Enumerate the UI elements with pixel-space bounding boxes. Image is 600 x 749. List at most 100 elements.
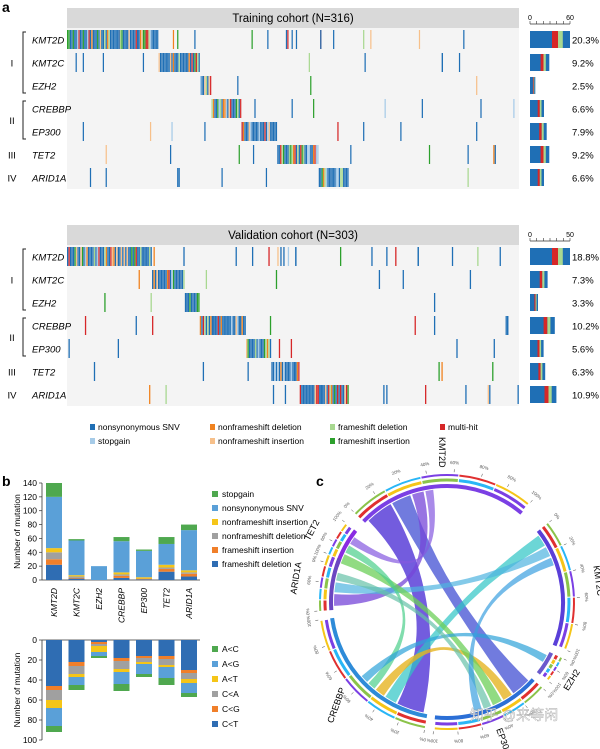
- count-bar-segment: [543, 54, 546, 71]
- ring-tick-label: 0%: [553, 512, 561, 520]
- y-tick-label: 20: [28, 561, 38, 571]
- bar-segment: [68, 540, 85, 576]
- legend-label: frameshift deletion: [222, 559, 292, 569]
- mutation-cell: [275, 122, 278, 141]
- ring-segment: [336, 531, 342, 540]
- mutation-cell: [291, 145, 293, 164]
- mutation-cell: [84, 247, 87, 266]
- mutation-cell: [284, 145, 286, 164]
- count-bar: [530, 340, 544, 357]
- mutation-cell: [162, 53, 165, 72]
- ring-tick-label: 100%: [531, 490, 543, 501]
- ring-segment: [560, 545, 571, 571]
- mutation-cell: [313, 145, 315, 164]
- mutation-cell: [155, 270, 157, 289]
- mutation-cell: [89, 247, 91, 266]
- mutation-cell: [251, 122, 253, 141]
- mutation-cell: [480, 99, 482, 118]
- mutation-cell: [287, 30, 289, 49]
- bar-segment: [136, 658, 152, 662]
- count-bar-segment: [539, 169, 542, 186]
- mutation-cell: [433, 293, 436, 312]
- mutation-cell: [287, 145, 289, 164]
- mutation-cell: [287, 247, 290, 266]
- mutation-cell: [438, 362, 440, 381]
- mutation-cell: [104, 30, 106, 49]
- ring-segment: [435, 721, 458, 726]
- mutation-cell: [229, 316, 231, 335]
- gene-percent: 7.9%: [572, 128, 594, 139]
- mutation-cell: [205, 270, 208, 289]
- mutation-cell: [323, 168, 325, 187]
- mutation-cell: [72, 247, 75, 266]
- ring-tick: [504, 718, 507, 722]
- mutation-cell: [322, 385, 324, 404]
- node-arc: [434, 678, 535, 720]
- count-bar-segment: [532, 77, 534, 94]
- count-bar-segment: [543, 317, 548, 334]
- mutation-cell: [183, 247, 185, 266]
- legend-swatch: [90, 438, 95, 444]
- mutation-cell: [337, 385, 339, 404]
- mutation-cell: [467, 168, 469, 187]
- mutation-cell: [337, 168, 339, 187]
- mutation-cell: [115, 30, 117, 49]
- bar-segment: [46, 548, 62, 553]
- count-bar: [530, 294, 538, 311]
- ring-segment: [458, 479, 494, 491]
- mutation-cell: [328, 168, 330, 187]
- mutation-cell: [308, 53, 310, 72]
- mutation-cell: [295, 247, 297, 266]
- count-axis-label: 0: [528, 15, 532, 22]
- mutation-cell: [489, 385, 491, 404]
- mutation-cell: [290, 339, 293, 358]
- mutation-cell: [467, 145, 469, 164]
- mutation-cell: [334, 168, 336, 187]
- mutation-cell: [108, 247, 111, 266]
- mutation-cell: [135, 30, 137, 49]
- mutation-cell: [278, 339, 281, 358]
- mutation-cell: [305, 145, 308, 164]
- mutation-cell: [237, 99, 239, 118]
- mutation-cell: [172, 53, 175, 72]
- mutation-cell: [331, 168, 333, 187]
- mutation-cell: [325, 168, 328, 187]
- gene-percent: 7.3%: [572, 276, 594, 287]
- mutation-cell: [211, 316, 213, 335]
- ring-tick-label: 0%: [569, 659, 576, 667]
- ring-segment: [358, 494, 389, 519]
- bar-segment: [181, 673, 197, 679]
- chord-ribbon: [345, 545, 406, 689]
- mutation-cell: [113, 247, 115, 266]
- mutation-cell: [384, 99, 386, 118]
- ring-segment: [319, 588, 322, 600]
- mutation-cell: [294, 145, 296, 164]
- bar-segment: [68, 577, 85, 579]
- count-bar: [530, 123, 547, 140]
- bar-segment: [158, 567, 175, 569]
- ring-tick-label: 60%: [320, 531, 329, 541]
- group-bracket: [22, 248, 26, 311]
- mutation-cell: [311, 145, 313, 164]
- mutation-cell: [68, 247, 70, 266]
- mutation-cell: [428, 145, 431, 164]
- ring-segment: [395, 717, 426, 729]
- y-tick-label: 60: [28, 533, 38, 543]
- legend-label: nonframeshift insertion: [218, 436, 304, 446]
- mutation-cell: [198, 53, 200, 72]
- mutation-cell: [344, 168, 346, 187]
- y-tick-label: 40: [28, 675, 38, 685]
- gene-label: EP300: [32, 128, 61, 139]
- count-bar: [530, 363, 546, 380]
- mutation-cell: [238, 145, 240, 164]
- mutation-cell: [286, 362, 288, 381]
- mutation-cell: [172, 270, 175, 289]
- chord-ribbon: [340, 554, 502, 706]
- gene-label: KMT2D: [32, 253, 64, 264]
- mutation-cell: [269, 316, 272, 335]
- legend-swatch: [212, 519, 218, 525]
- mutation-cell: [93, 362, 96, 381]
- legend-label: nonframeshift deletion: [218, 422, 302, 432]
- mutation-cell: [187, 293, 190, 312]
- mutation-cell: [219, 316, 221, 335]
